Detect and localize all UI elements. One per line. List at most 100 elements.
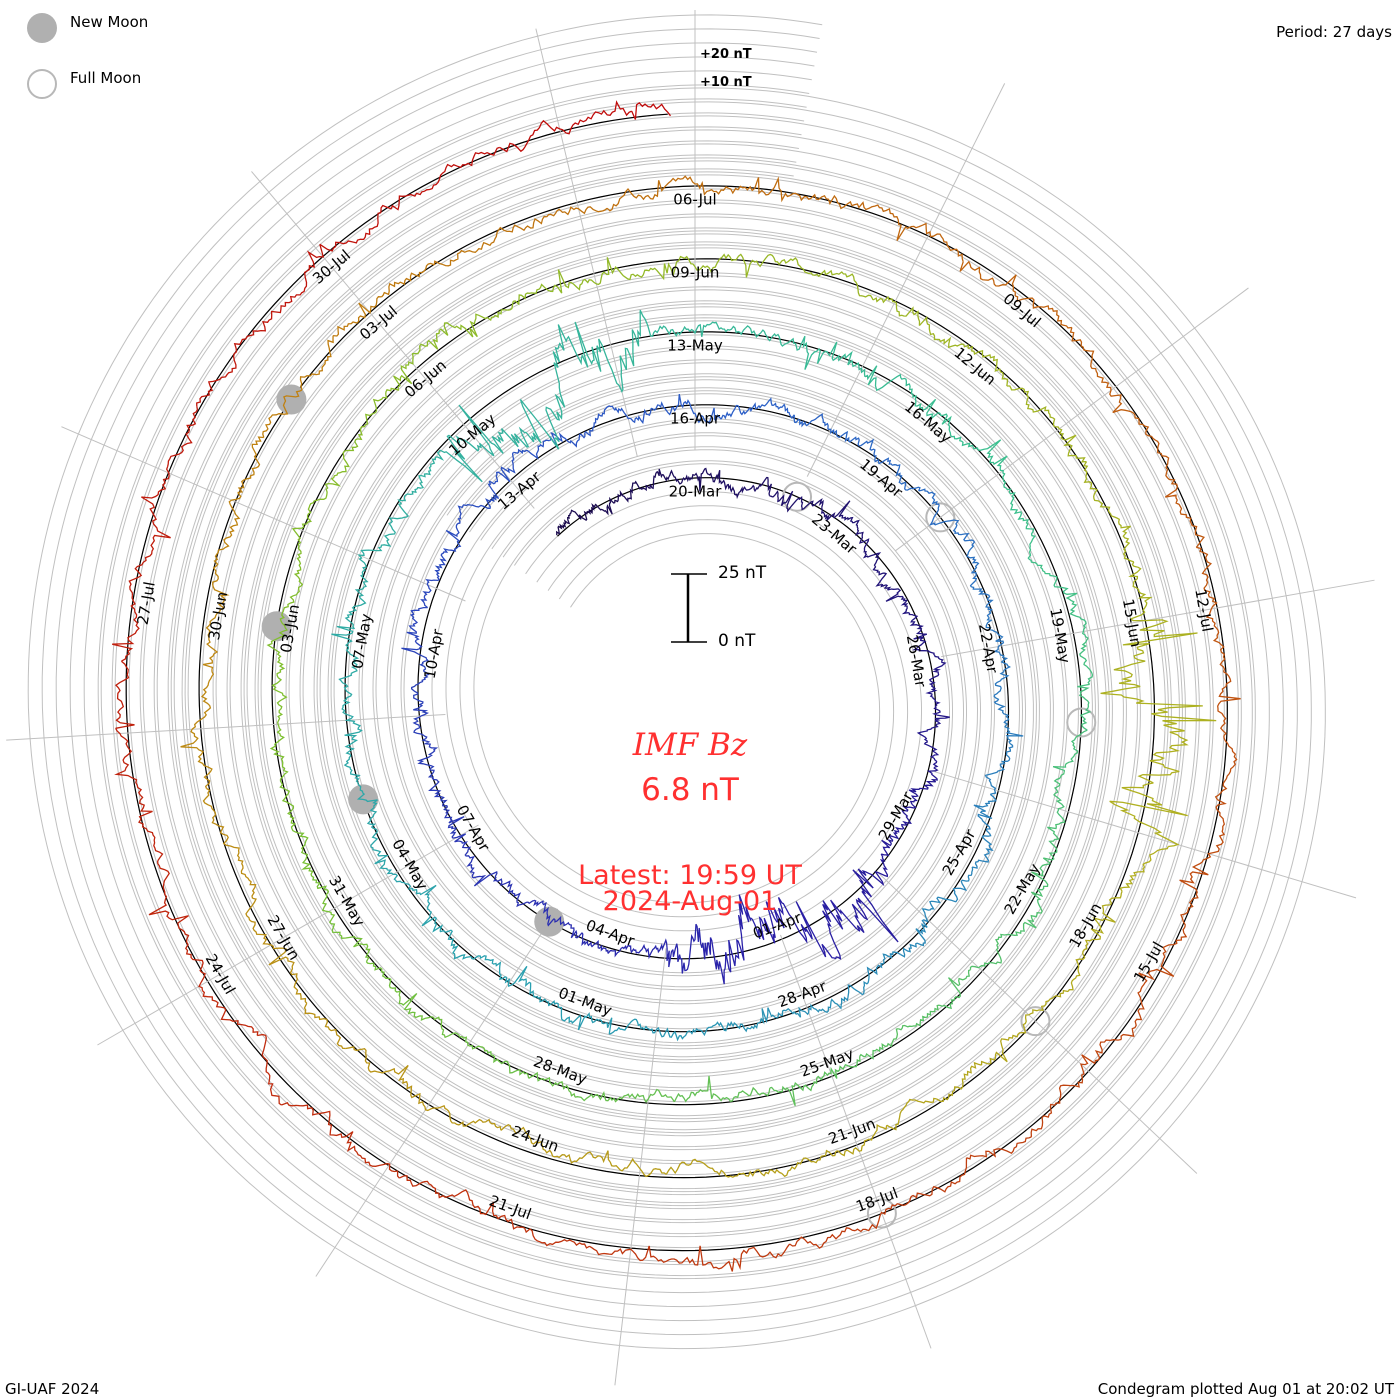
footer-plotted: Condegram plotted Aug 01 at 20:02 UT [1097,1380,1394,1398]
bz-trace-segment [180,729,213,789]
bz-trace-segment [462,480,500,509]
bz-trace-segment [148,860,189,926]
bz-trace-segment [966,544,980,588]
bz-trace-segment [420,573,441,609]
bz-trace-segment [291,526,305,581]
bz-trace-segment [202,611,220,670]
bz-trace-segment [257,1033,282,1106]
bz-trace-segment [1108,511,1135,563]
bz-trace-segment [908,780,936,806]
bz-trace-segment [504,965,539,999]
bz-trace-segment [386,869,437,896]
bz-trace-segment [881,829,900,857]
bz-trace-segment [128,534,171,596]
date-label: 09-Jul [1000,290,1045,332]
date-label: 13-May [667,337,723,355]
bz-trace-segment [789,192,853,210]
bz-trace-segment [333,296,382,337]
grid-spirals [27,14,1326,1350]
bz-trace-segment [311,875,336,925]
bz-trace-segment [319,212,382,252]
bz-trace-segment [1119,846,1169,892]
bz-trace-segment [500,1123,554,1157]
bz-trace-segment [773,257,827,278]
bz-trace-segment [141,466,171,539]
bz-trace-segment [641,938,674,968]
radial-spoke [876,871,1198,1174]
bz-trace-segment [552,324,577,420]
bz-trace-segment [614,406,652,425]
date-label: 07-May [348,612,375,670]
footer-credit: GI-UAF 2024 [5,1380,100,1398]
bz-trace-segment [512,269,563,306]
bz-trace-segment [934,519,976,546]
bz-trace-segment [985,617,1005,653]
date-label: 09-Jun [671,264,720,282]
bz-trace-segment [972,833,994,869]
bz-trace-segment [908,385,943,421]
date-label: 01-May [556,984,614,1020]
bz-trace-segment [469,864,503,887]
bz-trace-segment [1052,417,1087,463]
bz-trace-segment [769,490,795,513]
bz-trace-segment [343,754,364,793]
full-moon-legend-label: Full Moon [70,69,142,87]
date-label: 26-Mar [903,633,930,689]
bz-trace-segment [872,295,921,326]
bz-trace-segment [866,951,901,976]
bz-trace-segment [434,546,459,575]
bz-trace-segment [138,794,164,862]
bz-trace-segment [1201,799,1227,863]
bz-trace-segment [971,586,994,619]
bz-trace-segment [966,1136,1032,1160]
offset-label-20: +20 nT [700,47,752,62]
bz-trace-segment [345,1046,409,1075]
bz-trace-segment [412,707,430,742]
bz-trace-segment [427,772,448,806]
bz-trace-segment [581,932,609,954]
bz-trace-segment [115,660,135,729]
bz-trace-segment [381,262,435,298]
radial-spoke [315,908,559,1277]
bz-trace-segment [1205,608,1226,672]
bz-trace-segment [625,1088,675,1104]
bz-trace-segment [1137,727,1189,784]
bz-trace-segment [665,175,729,196]
bz-trace-segment [262,389,303,438]
bz-trace-segment [827,341,866,377]
bz-trace-segment [609,1157,667,1178]
bz-trace-segment [941,413,974,448]
bz-trace-segment [191,669,215,730]
date-label: 10-Apr [421,627,448,680]
bz-trace-segment [418,449,445,489]
bz-trace-segment [1164,486,1205,548]
bz-trace-segment [398,1065,448,1112]
bz-trace-segment [910,222,964,262]
bz-trace-segment [486,1050,530,1079]
radial-spokes [6,10,1375,1386]
bz-trace-segment [847,516,864,544]
bz-trace-segment [827,428,861,447]
bz-trace-segment [665,1158,725,1176]
bz-trace-segment [758,901,785,944]
bz-trace-segment [901,610,927,635]
bz-trace-segment [439,929,472,960]
bz-trace-segment [1079,637,1094,685]
new-moon-marker [261,611,292,642]
bz-trace-segment [546,206,608,218]
bz-trace-segment [519,399,561,450]
bz-trace-segment [528,1071,576,1098]
grid-line [27,14,1326,1350]
bz-trace-segment [330,438,359,487]
bz-trace-segment [972,439,1008,480]
bz-trace-segment [418,322,474,353]
scale-bar [671,573,707,643]
latest-time: Latest: 19:59 UT [578,860,802,891]
bz-trace-segment [469,301,514,338]
bz-trace-segment [649,1026,690,1042]
bz-trace-segment [331,632,360,675]
bz-trace-segment [245,897,283,950]
moon-markers [261,384,1097,1229]
